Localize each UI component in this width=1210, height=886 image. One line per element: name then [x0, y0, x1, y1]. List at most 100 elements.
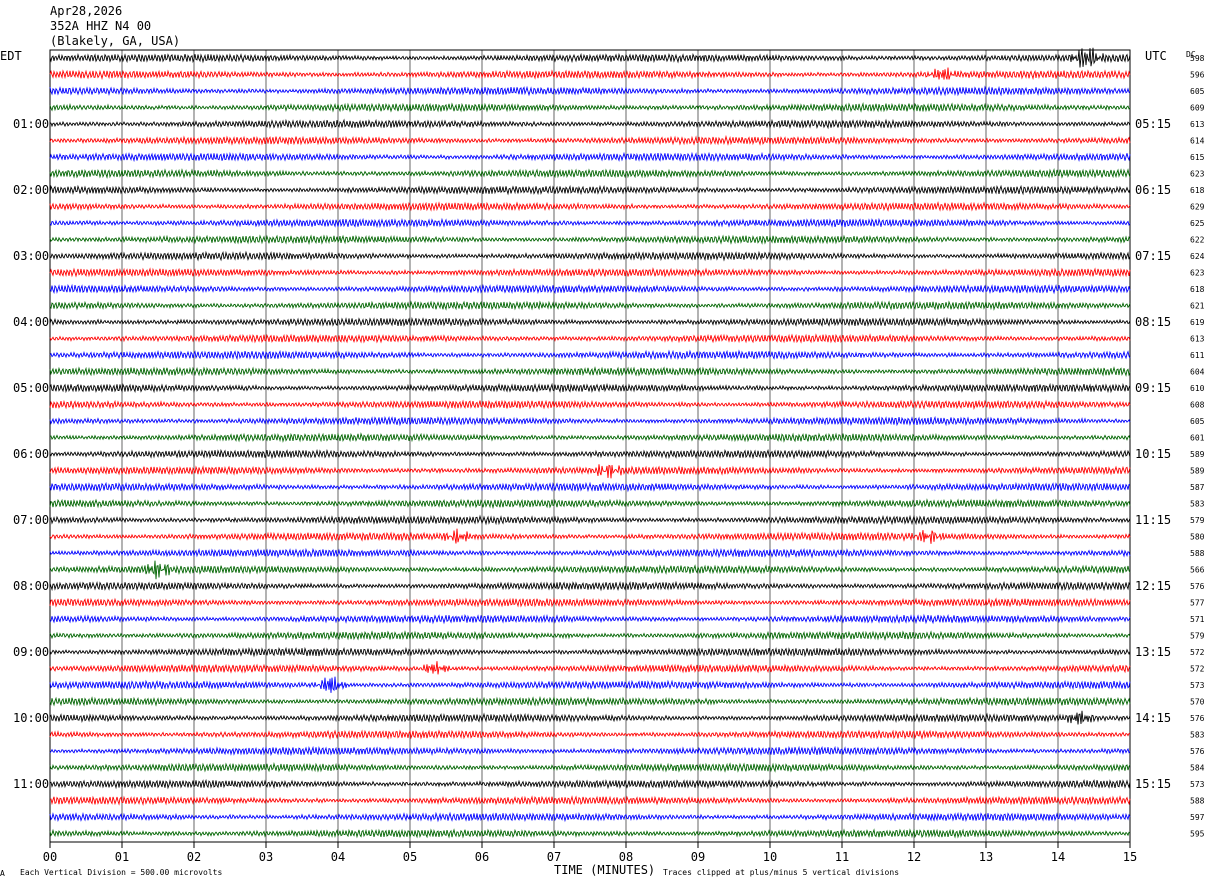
- dc-title: DC: [1186, 50, 1196, 59]
- utc-hour-label: 06:15: [1135, 183, 1171, 197]
- trace-line: [49, 102, 1131, 113]
- dc-offset-label: 610: [1190, 384, 1205, 393]
- dc-offset-label: 619: [1190, 318, 1205, 327]
- dc-offset-label: 572: [1190, 665, 1205, 674]
- utc-hour-label: 09:15: [1135, 381, 1171, 395]
- plot-date: Apr28,2026: [50, 4, 123, 18]
- dc-offset-label: 576: [1190, 582, 1205, 591]
- utc-hour-label: 07:15: [1135, 249, 1171, 263]
- trace-line: [49, 134, 1131, 146]
- x-tick-label: 12: [907, 850, 921, 864]
- trace-line: [49, 795, 1131, 806]
- dc-offset-label: 625: [1190, 219, 1205, 228]
- dc-offset-label: 624: [1190, 252, 1205, 261]
- trace-line: [49, 729, 1131, 740]
- x-tick-label: 04: [331, 850, 345, 864]
- edt-hour-label: 02:00: [13, 183, 49, 197]
- x-tick-label: 15: [1123, 850, 1137, 864]
- dc-offset-label: 579: [1190, 632, 1205, 641]
- dc-offset-label: 608: [1190, 401, 1205, 410]
- utc-hour-label: 11:15: [1135, 513, 1171, 527]
- trace-line: [49, 481, 1131, 493]
- trace-line: [49, 464, 1131, 479]
- dc-offset-label: 572: [1190, 648, 1205, 657]
- edt-hour-label: 06:00: [13, 447, 49, 461]
- dc-offset-label: 597: [1190, 813, 1205, 822]
- dc-offset-label: 601: [1190, 434, 1205, 443]
- dc-offset-label: 623: [1190, 170, 1205, 179]
- edt-hour-label: 05:00: [13, 381, 49, 395]
- trace-line: [49, 415, 1131, 427]
- trace-line: [49, 316, 1131, 327]
- x-tick-label: 10: [763, 850, 777, 864]
- trace-line: [49, 778, 1131, 790]
- x-tick-label: 03: [259, 850, 273, 864]
- trace-line: [49, 630, 1131, 641]
- trace-line: [49, 184, 1131, 196]
- edt-hour-label: 09:00: [13, 645, 49, 659]
- trace-line: [49, 333, 1131, 344]
- dc-offset-label: 576: [1190, 747, 1205, 756]
- dc-offset-label: 576: [1190, 714, 1205, 723]
- utc-hour-label: 12:15: [1135, 579, 1171, 593]
- edt-hour-label: 08:00: [13, 579, 49, 593]
- dc-offset-label: 621: [1190, 302, 1205, 311]
- dc-offset-label: 587: [1190, 483, 1205, 492]
- trace-line: [49, 613, 1131, 625]
- dc-offset-label: 584: [1190, 764, 1205, 773]
- station-code: 352A HHZ N4 00: [50, 19, 152, 33]
- plot-frame: [49, 49, 1131, 843]
- dc-offset-label: 579: [1190, 516, 1205, 525]
- trace-line: [49, 234, 1131, 245]
- dc-offset-label: 571: [1190, 615, 1205, 624]
- x-tick-label: 06: [475, 850, 489, 864]
- dc-offset-label: 604: [1190, 368, 1205, 377]
- trace-line: [49, 366, 1131, 377]
- dc-offset-label: 613: [1190, 120, 1205, 129]
- utc-hour-label: 05:15: [1135, 117, 1171, 131]
- utc-hour-label: 10:15: [1135, 447, 1171, 461]
- trace-line: [49, 528, 1131, 544]
- dc-offset-label: 577: [1190, 599, 1205, 608]
- trace-line: [49, 217, 1131, 229]
- trace-line: [49, 283, 1131, 295]
- x-tick-label: 11: [835, 850, 849, 864]
- right-axis-title: UTC: [1145, 49, 1167, 63]
- x-tick-label: 08: [619, 850, 633, 864]
- scale-note: Each Vertical Division = 500.00 microvol…: [20, 868, 223, 877]
- dc-offset-label: 629: [1190, 203, 1205, 212]
- utc-hour-label: 08:15: [1135, 315, 1171, 329]
- dc-offset-label: 614: [1190, 137, 1205, 146]
- trace-line: [49, 514, 1131, 526]
- trace-line: [49, 47, 1131, 68]
- trace-line: [49, 300, 1131, 311]
- edt-hour-label: 07:00: [13, 513, 49, 527]
- trace-line: [49, 267, 1131, 278]
- dc-offset-label: 588: [1190, 797, 1205, 806]
- x-tick-label: 13: [979, 850, 993, 864]
- x-axis-label: TIME (MINUTES): [554, 863, 656, 877]
- dc-offset-label: 595: [1190, 830, 1205, 839]
- dc-offset-label: 583: [1190, 500, 1205, 509]
- trace-line: [49, 762, 1131, 773]
- utc-hour-label: 15:15: [1135, 777, 1171, 791]
- dc-offset-label: 589: [1190, 450, 1205, 459]
- edt-hour-label: 10:00: [13, 711, 49, 725]
- trace-line: [49, 448, 1131, 460]
- trace-line: [49, 67, 1131, 81]
- trace-line: [49, 151, 1131, 163]
- edt-hour-label: 11:00: [13, 777, 49, 791]
- trace-line: [49, 710, 1131, 725]
- dc-offset-label: 622: [1190, 236, 1205, 245]
- station-location: (Blakely, GA, USA): [50, 34, 181, 48]
- scale-mark: A: [0, 869, 5, 878]
- clip-note: Traces clipped at plus/minus 5 vertical …: [663, 868, 900, 877]
- x-tick-label: 01: [115, 850, 129, 864]
- x-tick-label: 05: [403, 850, 417, 864]
- dc-offset-label: 605: [1190, 417, 1205, 426]
- dc-offset-label: 570: [1190, 698, 1205, 707]
- trace-line: [49, 811, 1131, 823]
- trace-line: [49, 382, 1131, 394]
- dc-offset-label: 580: [1190, 533, 1205, 542]
